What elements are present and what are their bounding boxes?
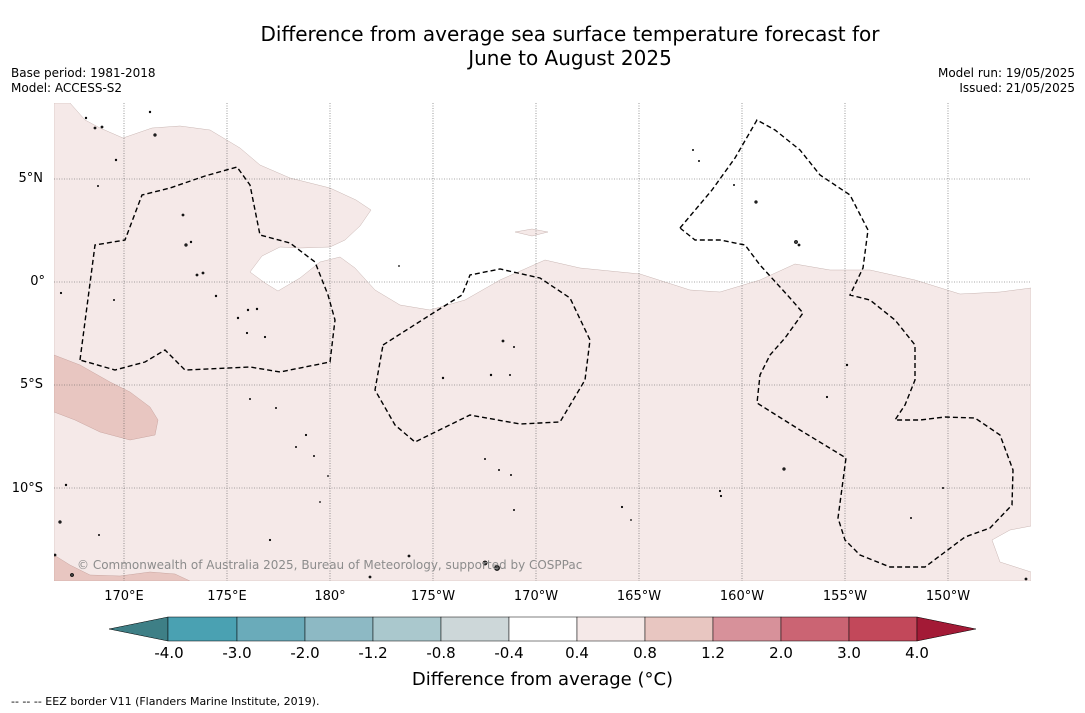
meta-left: Base period: 1981-2018 Model: ACCESS-S2	[11, 66, 156, 95]
title-line-1: Difference from average sea surface temp…	[260, 22, 880, 46]
lat-label-0: 0°	[30, 274, 45, 289]
lon-label-150w: 150°W	[925, 589, 971, 604]
graticule	[54, 103, 1031, 581]
lat-label-10s: 10°S	[11, 481, 43, 496]
anomaly-region-medium-2	[54, 554, 191, 581]
eez-border-2	[374, 268, 591, 443]
copyright-notice: © Commonwealth of Australia 2025, Bureau…	[77, 558, 583, 572]
colorbar-tick: -2.0	[290, 644, 320, 662]
colorbar-bin-6	[508, 616, 578, 642]
colorbar-bin-10	[780, 616, 850, 642]
colorbar-bin-4	[372, 616, 442, 642]
colorbar-tick: 0.4	[565, 644, 589, 662]
colorbar-bin-3	[304, 616, 374, 642]
map-area	[54, 103, 1031, 581]
base-period: Base period: 1981-2018	[11, 66, 156, 80]
model-name: Model: ACCESS-S2	[11, 80, 123, 95]
eez-border-1	[79, 166, 336, 373]
lon-label-155w: 155°W	[822, 589, 868, 604]
lat-label-5s: 5°S	[19, 377, 43, 392]
colorbar-bin-1	[167, 616, 238, 642]
lon-label-170e: 170°E	[104, 589, 144, 604]
colorbar-bin-8	[644, 616, 714, 642]
colorbar-tick: -0.8	[426, 644, 456, 662]
lon-label-175w: 175°W	[410, 589, 456, 604]
neutral-patch	[514, 228, 549, 237]
colorbar-bin-2	[236, 616, 306, 642]
eez-border-3	[679, 119, 1014, 568]
colorbar-bin-7	[576, 616, 646, 642]
colorbar-label: Difference from average (°C)	[411, 669, 674, 690]
colorbar	[108, 616, 977, 642]
colorbar-tick: -4.0	[154, 644, 184, 662]
colorbar-bin-11	[848, 616, 918, 642]
colorbar-tick: 3.0	[837, 644, 861, 662]
eez-legend-note: -- -- -- EEZ border V11 (Flanders Marine…	[11, 695, 320, 708]
colorbar-tick: 4.0	[905, 644, 929, 662]
colorbar-bin-9	[712, 616, 782, 642]
colorbar-tick: -1.2	[358, 644, 388, 662]
colorbar-high-arrow	[916, 616, 977, 642]
colorbar-low-arrow	[108, 616, 169, 642]
anomaly-region-light	[54, 103, 1031, 581]
eez-borders	[79, 119, 1014, 568]
lat-label-5n: 5°N	[18, 171, 44, 186]
colorbar-tick: 0.8	[633, 644, 657, 662]
colorbar-tick: 1.2	[701, 644, 725, 662]
lon-label-180: 180°	[314, 589, 346, 604]
lon-label-165w: 165°W	[616, 589, 662, 604]
lon-label-170w: 170°W	[513, 589, 559, 604]
lon-label-175e: 175°E	[207, 589, 247, 604]
title-line-2: June to August 2025	[468, 46, 672, 70]
anomaly-region-medium	[54, 354, 159, 441]
issued-date: Issued: 21/05/2025	[959, 80, 1075, 95]
meta-right: Model run: 19/05/2025 Issued: 21/05/2025	[938, 66, 1075, 95]
model-run: Model run: 19/05/2025	[937, 66, 1075, 80]
colorbar-tick: -0.4	[494, 644, 524, 662]
islands	[54, 110, 1028, 581]
map-title: Difference from average sea surface temp…	[0, 22, 1085, 70]
colorbar-tick: -3.0	[222, 644, 252, 662]
lon-label-160w: 160°W	[719, 589, 765, 604]
colorbar-bin-5	[440, 616, 510, 642]
colorbar-tick: 2.0	[769, 644, 793, 662]
